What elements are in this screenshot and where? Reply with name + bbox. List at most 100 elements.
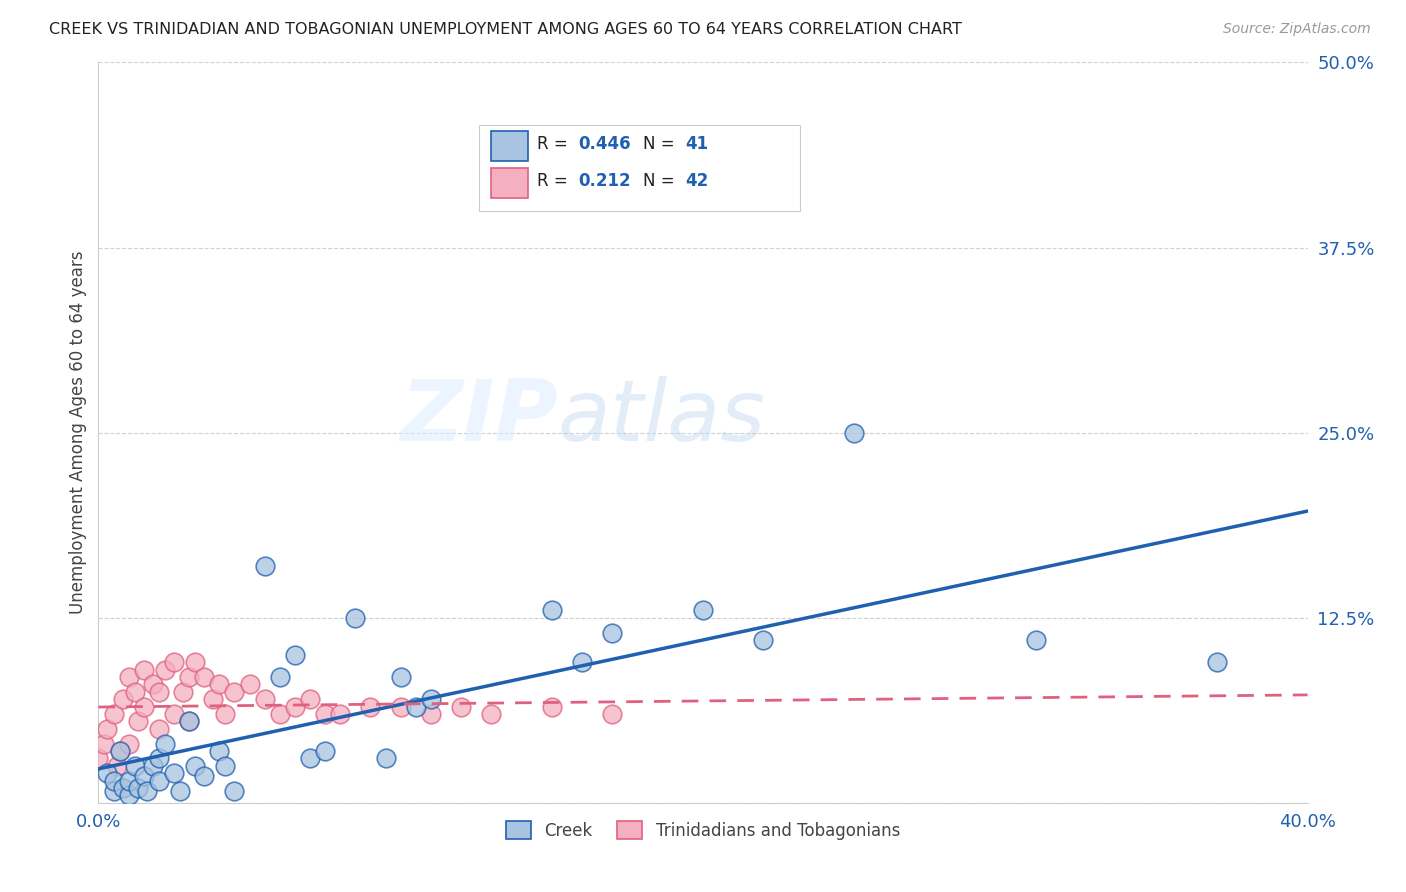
Point (148, 751, 170, 765)
Point (118, 670, 141, 684)
Point (314, 744, 336, 758)
Point (239, 677, 262, 691)
Text: N =: N = (643, 172, 679, 190)
Point (208, 677, 231, 691)
Bar (492, 169, 527, 198)
Point (214, 758, 236, 772)
Point (118, 773, 141, 788)
Point (93, 737, 115, 751)
Point (224, 685, 246, 699)
Point (108, 744, 131, 758)
Point (571, 655, 593, 669)
Point (163, 766, 186, 780)
Point (163, 706, 186, 721)
Point (103, 706, 125, 721)
Point (179, 670, 201, 684)
Point (692, 603, 714, 617)
Point (602, 706, 624, 721)
Legend: Creek, Trinidadians and Tobagonians: Creek, Trinidadians and Tobagonians (499, 814, 907, 847)
Point (124, 685, 146, 699)
Point (127, 714, 149, 729)
Point (96, 766, 118, 780)
Point (1024, 632, 1046, 647)
Point (127, 780, 149, 795)
Point (299, 692, 322, 706)
Point (179, 714, 201, 729)
Text: CREEK VS TRINIDADIAN AND TOBAGONIAN UNEMPLOYMENT AMONG AGES 60 TO 64 YEARS CORRE: CREEK VS TRINIDADIAN AND TOBAGONIAN UNEM… (49, 22, 962, 37)
Point (284, 648, 307, 662)
Point (208, 744, 231, 758)
Point (420, 706, 443, 721)
Point (420, 692, 443, 706)
Point (132, 663, 155, 677)
Point (148, 722, 170, 736)
Point (124, 758, 146, 772)
Point (540, 699, 562, 714)
Text: 41: 41 (685, 135, 709, 153)
Point (148, 773, 170, 788)
Point (269, 670, 291, 684)
Point (540, 603, 562, 617)
Point (344, 610, 367, 624)
Point (148, 685, 170, 699)
Point (87, 751, 110, 765)
Point (374, 751, 396, 765)
Point (111, 780, 134, 795)
Point (752, 632, 775, 647)
Point (111, 692, 134, 706)
Point (389, 699, 412, 714)
Point (172, 685, 194, 699)
Text: atlas: atlas (558, 376, 766, 459)
Bar (492, 131, 527, 161)
Point (224, 784, 246, 798)
Text: Source: ZipAtlas.com: Source: ZipAtlas.com (1223, 22, 1371, 37)
Point (142, 677, 165, 691)
Point (253, 692, 276, 706)
Point (269, 706, 291, 721)
Text: N =: N = (643, 135, 679, 153)
Point (132, 699, 155, 714)
Text: 0.446: 0.446 (578, 135, 631, 153)
Point (153, 663, 176, 677)
Text: 42: 42 (685, 172, 709, 190)
Point (142, 758, 165, 772)
Point (405, 699, 427, 714)
Point (118, 737, 141, 751)
Point (108, 744, 131, 758)
Point (118, 789, 141, 803)
Text: 0.212: 0.212 (578, 172, 631, 190)
Point (844, 425, 866, 440)
Point (103, 784, 125, 798)
Point (481, 706, 503, 721)
Point (360, 699, 382, 714)
Text: R =: R = (537, 135, 574, 153)
Point (602, 625, 624, 640)
Point (193, 769, 215, 783)
Point (193, 670, 215, 684)
Point (202, 692, 225, 706)
Point (214, 706, 236, 721)
Point (389, 670, 412, 684)
Point (179, 714, 201, 729)
Point (184, 758, 207, 772)
Point (284, 699, 307, 714)
Point (329, 706, 352, 721)
Point (1206, 655, 1229, 669)
Point (163, 655, 186, 669)
Point (96, 722, 118, 736)
Point (169, 784, 191, 798)
Point (153, 737, 176, 751)
Y-axis label: Unemployment Among Ages 60 to 64 years: Unemployment Among Ages 60 to 64 years (69, 251, 87, 615)
Point (450, 699, 472, 714)
Point (103, 773, 125, 788)
Text: R =: R = (537, 172, 574, 190)
Point (132, 769, 155, 783)
Point (105, 758, 128, 772)
FancyBboxPatch shape (479, 126, 800, 211)
Text: ZIP: ZIP (401, 376, 558, 459)
Point (299, 751, 322, 765)
Point (314, 706, 336, 721)
Point (253, 558, 276, 573)
Point (135, 784, 157, 798)
Point (184, 655, 207, 669)
